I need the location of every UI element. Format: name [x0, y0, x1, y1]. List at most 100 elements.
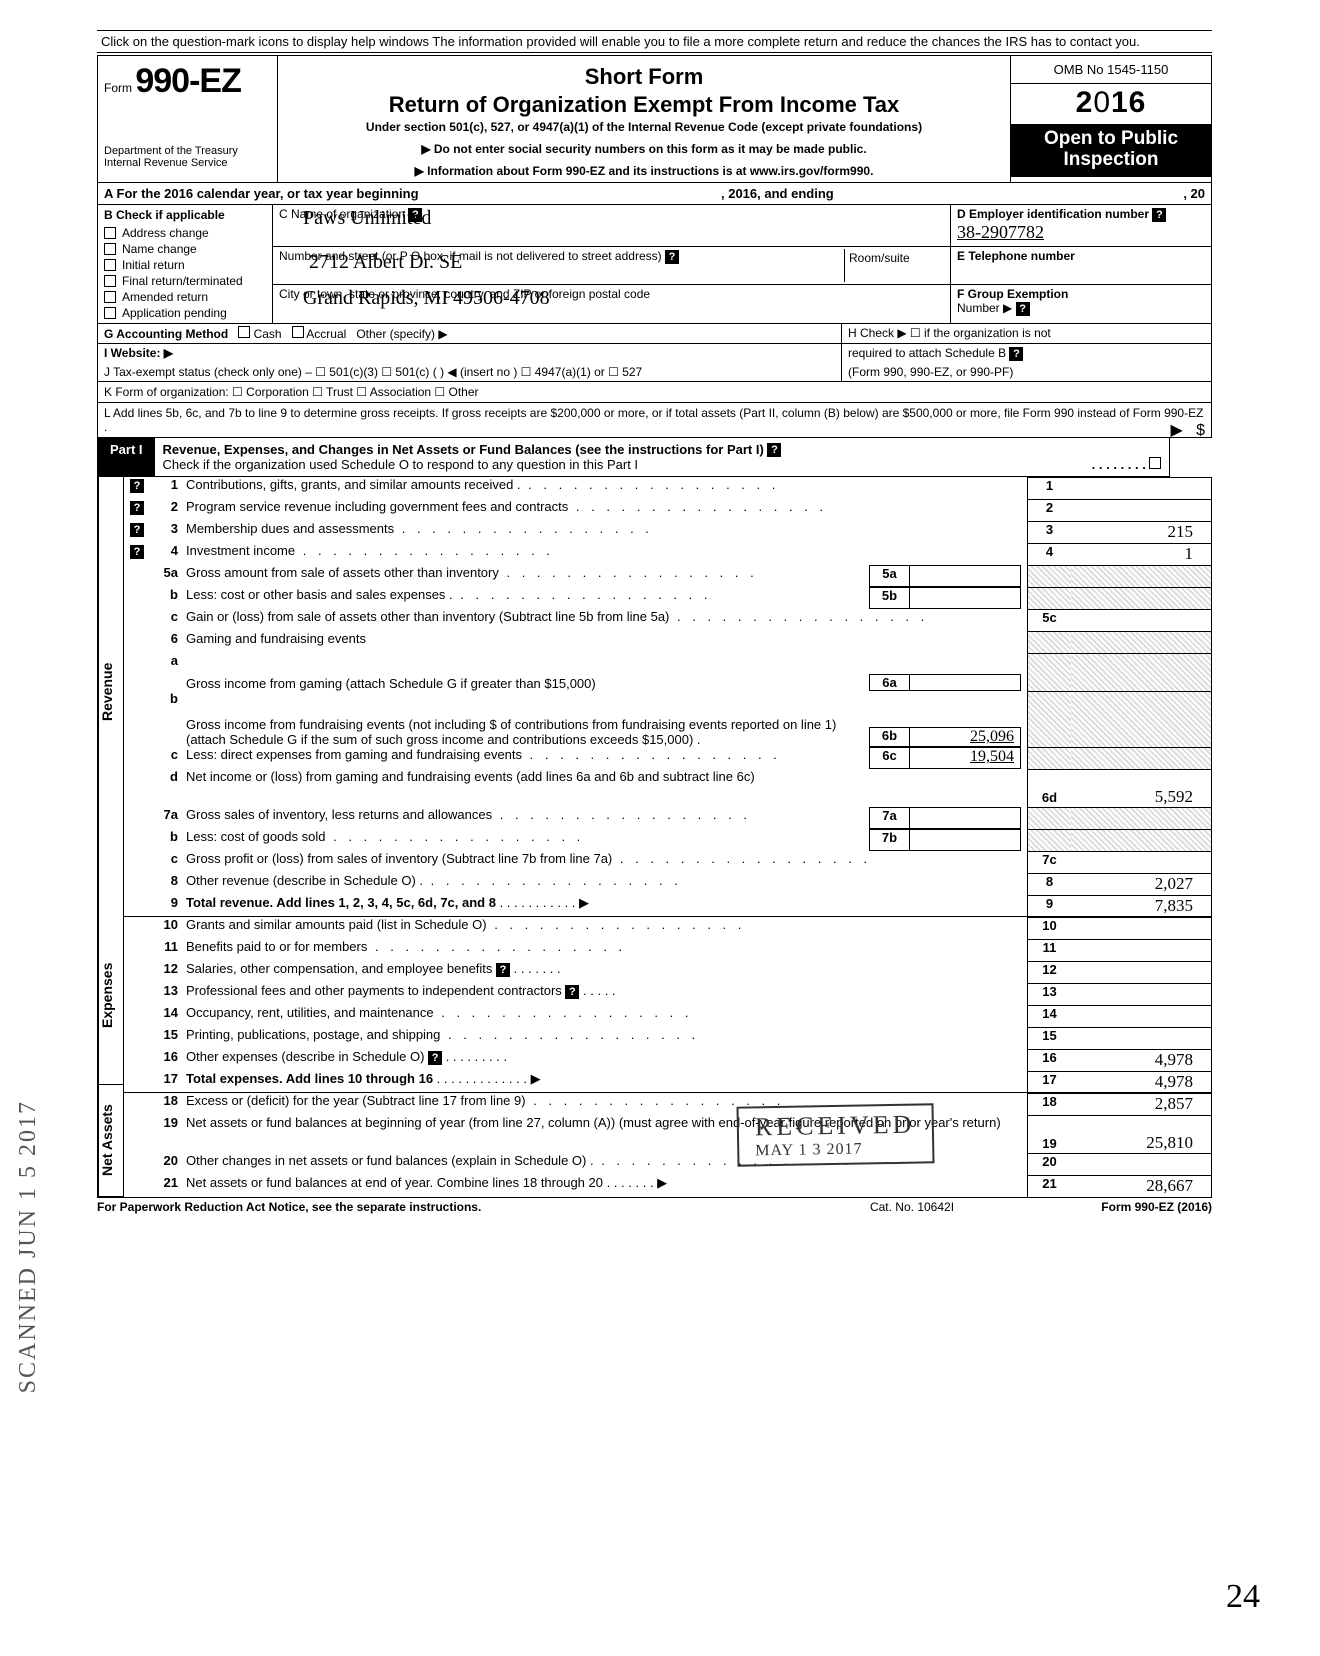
- help-hint: Click on the question-mark icons to disp…: [97, 30, 1212, 53]
- line-5b: b Less: cost or other basis and sales ex…: [124, 587, 1211, 609]
- chk-initial[interactable]: Initial return: [98, 257, 272, 273]
- help-icon[interactable]: ?: [130, 501, 144, 515]
- row-g: G Accounting Method Cash Accrual Other (…: [97, 323, 1212, 344]
- block-bcdef: B Check if applicable Address change Nam…: [97, 205, 1212, 323]
- chk-name[interactable]: Name change: [98, 241, 272, 257]
- help-icon[interactable]: ?: [496, 963, 510, 977]
- line-20: 20 Other changes in net assets or fund b…: [124, 1153, 1211, 1175]
- help-icon[interactable]: ?: [1009, 347, 1023, 361]
- e-label: E Telephone number: [957, 249, 1075, 263]
- open2: Inspection: [1063, 149, 1158, 170]
- footer-form: Form 990-EZ (2016): [1012, 1200, 1212, 1214]
- row-i: I Website: ▶ required to attach Schedule…: [97, 344, 1212, 363]
- chk-final[interactable]: Final return/terminated: [98, 273, 272, 289]
- sidebar-netassets: Net Assets: [98, 1085, 124, 1197]
- scanned-stamp: SCANNED JUN 1 5 2017: [15, 1100, 42, 1393]
- line-8: 8 Other revenue (describe in Schedule O)…: [124, 873, 1211, 895]
- line-12: 12 Salaries, other compensation, and emp…: [124, 961, 1211, 983]
- footer-cat: Cat. No. 10642I: [812, 1200, 1012, 1214]
- j-status: J Tax-exempt status (check only one) – ☐…: [104, 365, 642, 379]
- header-left: Form 990-EZ Department of the Treasury I…: [98, 56, 278, 182]
- dept1: Department of the Treasury: [104, 145, 271, 157]
- part1-header: Part I Revenue, Expenses, and Changes in…: [97, 438, 1170, 478]
- f-label: F Group Exemption: [957, 287, 1068, 301]
- section-c: C Name of organization ? Paws Unlimited …: [273, 205, 951, 323]
- line-1: ? 1 Contributions, gifts, grants, and si…: [124, 477, 1211, 499]
- org-name: Paws Unlimited: [303, 207, 431, 230]
- b-header: B Check if applicable: [98, 205, 272, 225]
- line-7c: c Gross profit or (loss) from sales of i…: [124, 851, 1211, 873]
- row-a: A For the 2016 calendar year, or tax yea…: [97, 183, 1212, 205]
- rowa-left: A For the 2016 calendar year, or tax yea…: [104, 186, 419, 201]
- dept2: Internal Revenue Service: [104, 157, 271, 169]
- line-5c: c Gain or (loss) from sale of assets oth…: [124, 609, 1211, 631]
- line-6c: c Less: direct expenses from gaming and …: [124, 747, 1211, 769]
- line-10: 10 Grants and similar amounts paid (list…: [124, 917, 1211, 939]
- form-number-block: Form 990-EZ: [104, 62, 271, 101]
- line-6b: b Gross income from fundraising events (…: [124, 691, 1211, 747]
- line-3: ? 3 Membership dues and assessments 3215: [124, 521, 1211, 543]
- form-page: Click on the question-mark icons to disp…: [97, 30, 1212, 1214]
- part1-check: Check if the organization used Schedule …: [163, 457, 639, 472]
- part1-title: Revenue, Expenses, and Changes in Net As…: [163, 442, 764, 457]
- g-label: G Accounting Method: [104, 327, 228, 341]
- line-19: 19 Net assets or fund balances at beginn…: [124, 1115, 1211, 1153]
- chk-amended[interactable]: Amended return: [98, 289, 272, 305]
- i-website: I Website: ▶: [104, 346, 173, 360]
- line-7a: 7a Gross sales of inventory, less return…: [124, 807, 1211, 829]
- form-header: Form 990-EZ Department of the Treasury I…: [97, 55, 1212, 183]
- header-right: OMB No 1545-1150 20201616 Open to Public…: [1011, 56, 1211, 182]
- open-inspection: Open to Public Inspection: [1011, 125, 1211, 177]
- short-form: Short Form: [284, 64, 1004, 90]
- line-21: 21 Net assets or fund balances at end of…: [124, 1175, 1211, 1197]
- rowa-mid: , 2016, and ending: [721, 186, 834, 201]
- footer: For Paperwork Reduction Act Notice, see …: [97, 1198, 1212, 1214]
- lines-table: Revenue Expenses Net Assets ? 1 Contribu…: [97, 477, 1212, 1198]
- d-label: D Employer identification number: [957, 207, 1149, 221]
- line-13: 13 Professional fees and other payments …: [124, 983, 1211, 1005]
- line-6d: d Net income or (loss) from gaming and f…: [124, 769, 1211, 807]
- h-label: H Check ▶ ☐ if the organization is not: [848, 326, 1051, 340]
- ein-value: 38-2907782: [957, 222, 1044, 242]
- row-k: K Form of organization: ☐ Corporation ☐ …: [97, 382, 1212, 403]
- row-j: J Tax-exempt status (check only one) – ☐…: [97, 363, 1212, 382]
- help-icon[interactable]: ?: [1152, 208, 1166, 222]
- line-11: 11 Benefits paid to or for members 11: [124, 939, 1211, 961]
- form-prefix: Form: [104, 81, 132, 95]
- room-suite: Room/suite: [844, 249, 944, 282]
- header-mid: Short Form Return of Organization Exempt…: [278, 56, 1011, 182]
- line-14: 14 Occupancy, rent, utilities, and maint…: [124, 1005, 1211, 1027]
- help-icon[interactable]: ?: [665, 250, 679, 264]
- page-number: 24: [1226, 1578, 1260, 1616]
- section-def: D Employer identification number ? 38-29…: [951, 205, 1211, 323]
- help-icon[interactable]: ?: [428, 1051, 442, 1065]
- line-9: 9 Total revenue. Add lines 1, 2, 3, 4, 5…: [124, 895, 1211, 917]
- under-section: Under section 501(c), 527, or 4947(a)(1)…: [284, 120, 1004, 134]
- help-icon[interactable]: ?: [130, 479, 144, 493]
- help-icon[interactable]: ?: [130, 523, 144, 537]
- help-icon[interactable]: ?: [767, 443, 781, 457]
- form-title: Return of Organization Exempt From Incom…: [284, 92, 1004, 118]
- open1: Open to Public: [1044, 128, 1178, 149]
- chk-address[interactable]: Address change: [98, 225, 272, 241]
- arrow1: ▶ Do not enter social security numbers o…: [284, 142, 1004, 156]
- arrow2: ▶ Information about Form 990-EZ and its …: [284, 164, 1004, 178]
- line-16: 16 Other expenses (describe in Schedule …: [124, 1049, 1211, 1071]
- help-icon[interactable]: ?: [565, 985, 579, 999]
- line-2: ? 2 Program service revenue including go…: [124, 499, 1211, 521]
- help-icon[interactable]: ?: [1016, 302, 1030, 316]
- footer-left: For Paperwork Reduction Act Notice, see …: [97, 1200, 812, 1214]
- form-number: 990-EZ: [135, 62, 241, 100]
- help-icon[interactable]: ?: [130, 545, 144, 559]
- chk-pending[interactable]: Application pending: [98, 305, 272, 321]
- section-b: B Check if applicable Address change Nam…: [98, 205, 273, 323]
- line-7b: b Less: cost of goods sold 7b: [124, 829, 1211, 851]
- line-6a: a Gross income from gaming (attach Sched…: [124, 653, 1211, 691]
- line-17: 17 Total expenses. Add lines 10 through …: [124, 1071, 1211, 1093]
- line-15: 15 Printing, publications, postage, and …: [124, 1027, 1211, 1049]
- line-6: 6 Gaming and fundraising events: [124, 631, 1211, 653]
- sidebar-expenses: Expenses: [98, 907, 124, 1085]
- year: 20201616: [1011, 84, 1211, 125]
- line-18: 18 Excess or (deficit) for the year (Sub…: [124, 1093, 1211, 1115]
- city-value: Grand Rapids, MI 49506-4708: [303, 287, 550, 310]
